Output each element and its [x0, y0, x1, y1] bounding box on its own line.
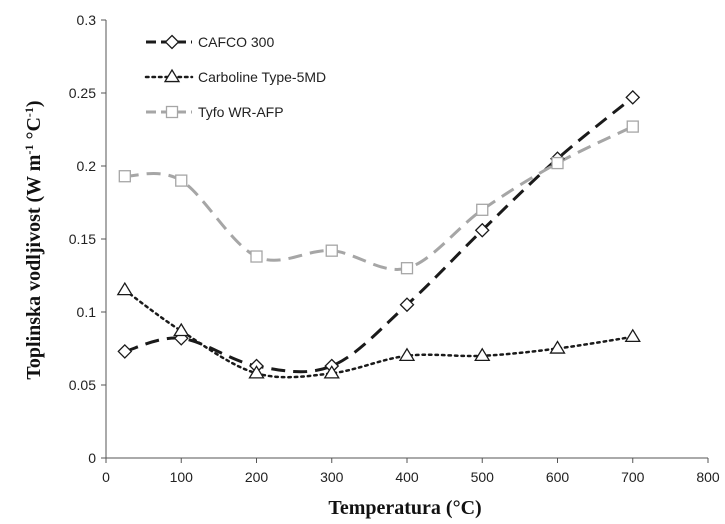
data-point-diamond: [474, 222, 490, 238]
x-tick-label: 700: [621, 469, 645, 485]
y-tick-label: 0.15: [69, 231, 96, 247]
data-point-triangle: [474, 347, 491, 362]
y-tick-label: 0.05: [69, 377, 96, 393]
data-point-square: [400, 262, 414, 275]
x-tick-label: 400: [395, 469, 419, 485]
data-point-triangle: [323, 365, 340, 379]
data-point-triangle: [173, 322, 190, 337]
y-axis-ticks: 0 0.05 0.1 0.15 0.2 0.25 0.3: [69, 12, 106, 466]
series-lines: [123, 96, 634, 379]
data-point-square: [250, 250, 263, 263]
data-point-diamond: [117, 344, 133, 359]
x-axis-ticks: 0 100 200 300 400 500 600 700 800: [102, 458, 720, 485]
data-point-triangle: [116, 281, 133, 296]
x-tick-label: 500: [471, 469, 495, 485]
series-line-0: [124, 96, 634, 374]
series-line-2: [124, 125, 634, 271]
data-point-square: [118, 170, 131, 183]
x-axis-title: Temperatura (°C): [328, 497, 481, 519]
data-point-square: [551, 156, 564, 170]
axes: [105, 20, 708, 459]
y-axis-title: Toplinska vodljivost (W m-1 °C-1): [22, 100, 45, 379]
x-tick-label: 600: [546, 469, 570, 485]
legend-marker-diamond: [164, 34, 180, 50]
x-tick-label: 0: [102, 469, 110, 485]
data-point-triangle: [624, 328, 641, 343]
legend-label: CAFCO 300: [198, 34, 274, 50]
data-point-triangle: [248, 365, 265, 379]
y-tick-label: 0.2: [77, 158, 97, 174]
legend: CAFCO 300 Carboline Type-5MD Tyfo WR-AFP: [144, 34, 326, 120]
x-tick-label: 200: [245, 469, 269, 485]
y-tick-label: 0: [88, 450, 96, 466]
x-tick-label: 100: [170, 469, 194, 485]
series-line-1: [123, 288, 634, 379]
y-tick-label: 0.3: [77, 12, 97, 28]
data-point-triangle: [549, 340, 566, 354]
data-point-square: [175, 174, 188, 187]
data-point-diamond: [625, 89, 641, 105]
y-tick-label: 0.25: [69, 85, 96, 101]
legend-marker-square: [165, 105, 179, 119]
data-point-square: [476, 203, 489, 216]
legend-marker-triangle: [163, 68, 181, 83]
data-point-square: [626, 120, 639, 133]
legend-label: Tyfo WR-AFP: [198, 104, 284, 120]
x-tick-label: 300: [320, 469, 344, 485]
legend-label: Carboline Type-5MD: [198, 69, 326, 85]
data-point-triangle: [398, 347, 416, 362]
x-tick-label: 800: [696, 469, 720, 485]
data-point-square: [325, 244, 338, 257]
series-markers: [116, 89, 641, 379]
y-tick-label: 0.1: [77, 304, 97, 320]
data-point-diamond: [399, 297, 415, 313]
